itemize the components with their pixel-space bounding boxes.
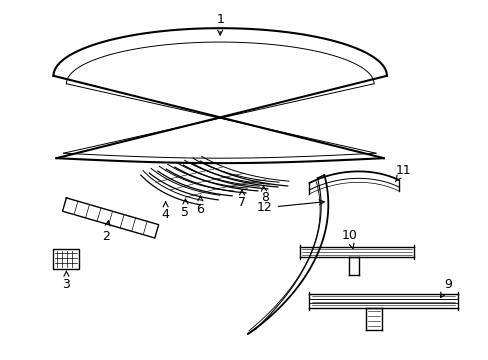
Text: 4: 4 — [162, 202, 169, 221]
Text: 2: 2 — [102, 221, 110, 243]
Text: 11: 11 — [395, 163, 411, 181]
Text: 10: 10 — [341, 229, 356, 249]
Text: 3: 3 — [62, 271, 70, 291]
Text: 8: 8 — [260, 186, 268, 204]
Text: 7: 7 — [238, 190, 245, 209]
Text: 5: 5 — [181, 199, 189, 219]
Bar — [53, 249, 79, 269]
Text: 12: 12 — [256, 200, 324, 214]
Text: 1: 1 — [216, 13, 224, 35]
Text: 9: 9 — [440, 278, 451, 298]
Text: 6: 6 — [196, 196, 204, 216]
